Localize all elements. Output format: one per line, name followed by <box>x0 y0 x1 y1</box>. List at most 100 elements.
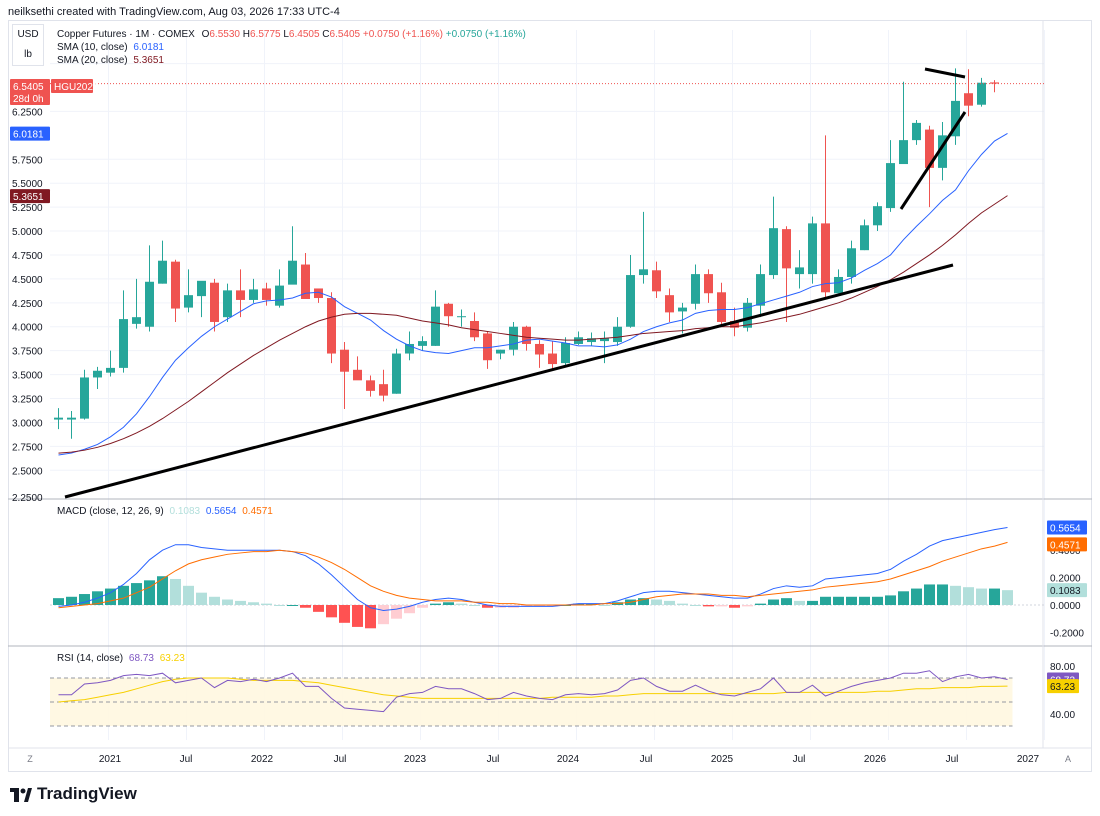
price-tick-label: 3.2500 <box>12 395 43 406</box>
macd-histogram-bar <box>534 605 545 607</box>
price-axis: 2.2500 2.5000 2.7500 3.0000 3.2500 3.5000 3.75… <box>10 79 1087 721</box>
macd-histogram-bar <box>638 598 649 605</box>
candle-body <box>834 276 843 294</box>
ohlc-low-key: L <box>283 29 289 40</box>
macd-histogram-bar <box>872 596 883 605</box>
macd-histogram-bar <box>1002 590 1013 605</box>
candle-body <box>509 326 518 350</box>
candle-body <box>704 274 713 294</box>
symbol-legend-row: Copper Futures · 1M · COMEX O6.5530 H6.5… <box>57 28 526 41</box>
pane-separators <box>8 20 1092 749</box>
macd-histogram-bar <box>222 599 233 605</box>
candle-body <box>223 290 232 318</box>
price-tick-label: 3.0000 <box>12 418 43 429</box>
macd-histogram-bar <box>313 605 324 612</box>
macd-histogram-bar <box>911 588 922 605</box>
candle-body <box>912 122 921 141</box>
macd-histogram-bar <box>105 588 116 605</box>
macd-histogram-bar <box>859 596 870 605</box>
rsi-band <box>50 678 1013 726</box>
time-tick-label: Jul <box>640 754 653 765</box>
chart-frame <box>8 20 1092 772</box>
rsi-pane <box>50 670 1013 727</box>
zoom-icon: Z <box>27 754 33 764</box>
macd-histogram-bar <box>755 603 766 605</box>
macd-histogram-bar <box>807 600 818 605</box>
candle-body <box>431 306 440 346</box>
candle-body <box>743 302 752 328</box>
candle-body <box>249 289 258 300</box>
time-tick-label: 2021 <box>99 754 122 765</box>
sma10-legend-row: SMA (10, close) 6.0181 <box>57 41 526 54</box>
macd-tick-label: 0.2000 <box>1050 574 1081 585</box>
rsi-label: RSI (14, close) <box>57 653 124 664</box>
support-trendline <box>64 263 954 499</box>
macd-pane <box>50 527 1045 629</box>
macd-signal-line <box>58 541 1008 609</box>
macd-histogram-bar <box>677 603 688 605</box>
change-value: +0.0750 (+1.16%) <box>362 29 443 40</box>
ohlc-close-key: C <box>322 29 330 40</box>
macd-histogram-bar <box>781 598 792 605</box>
macd-label: MACD (close, 12, 26, 9) <box>57 506 164 517</box>
macd-histogram-bar <box>664 600 675 605</box>
candle-body <box>184 295 193 308</box>
candle-body <box>665 295 674 313</box>
macd-histogram-bar <box>365 605 376 629</box>
time-tick-label: 2024 <box>557 754 580 765</box>
time-tick-label: 2027 <box>1017 754 1040 765</box>
price-tick-label: 5.5000 <box>12 179 43 190</box>
grid-lines <box>50 30 1045 740</box>
price-tick-label: 5.2500 <box>12 203 43 214</box>
change-value-2: +0.0750 (+1.16%) <box>445 29 526 40</box>
unit-box[interactable]: USD lb <box>12 24 44 66</box>
macd-signal-tag-bg <box>1047 537 1087 552</box>
rsi-ma-line <box>58 677 1008 703</box>
macd-histogram-bar <box>235 600 246 605</box>
currency-label: USD <box>17 29 39 40</box>
candle-body <box>314 288 323 299</box>
macd-histogram-bar <box>716 605 727 607</box>
candle-body <box>639 269 648 276</box>
macd-histogram-bar <box>794 600 805 605</box>
macd-histogram-bar <box>157 576 168 605</box>
macd-histogram-bar <box>924 584 935 605</box>
candle-body <box>886 163 895 209</box>
candle-body <box>899 140 908 165</box>
candle-body <box>93 370 102 378</box>
ohlc-high: 6.5775 <box>249 29 281 40</box>
rsi-legend: RSI (14, close) 68.73 63.23 <box>57 652 185 665</box>
countdown-tag-bg <box>10 91 50 105</box>
last-price-tag-bg <box>10 79 50 93</box>
candle-body <box>392 353 401 394</box>
price-tick-label: 2.2500 <box>12 493 43 504</box>
macd-histogram-bar <box>898 591 909 605</box>
tradingview-logo[interactable]: TradingView <box>10 784 137 804</box>
candle-body <box>158 260 167 284</box>
time-tick-label: 2023 <box>404 754 427 765</box>
candle-body <box>821 223 830 293</box>
macd-hist-tag-bg <box>1047 583 1087 598</box>
candle-body <box>691 274 700 304</box>
candle-body <box>145 281 154 327</box>
macd-histogram-bar <box>326 605 337 618</box>
macd-histogram-bar <box>599 605 610 606</box>
time-axis: 2021 Jul 2022 Jul 2023 Jul 2024 Jul 2025 Jul 2026 J… <box>27 754 1071 765</box>
candle-body <box>171 261 180 309</box>
candle-body <box>67 417 76 420</box>
macd-histogram-bar <box>768 599 779 605</box>
wedge-upper-trendline <box>924 67 966 79</box>
tradingview-logo-icon <box>10 787 32 802</box>
rsi-line <box>58 670 1008 713</box>
sma20-tag-bg <box>10 189 50 204</box>
macd-line-value: 0.5654 <box>205 506 237 517</box>
macd-histogram-bar <box>378 605 389 625</box>
price-tick-label: 2.5000 <box>12 466 43 477</box>
time-tick-label: 2026 <box>864 754 887 765</box>
ohlc-open: 6.5530 <box>209 29 240 40</box>
candle-body <box>587 338 596 343</box>
price-tick-label: 4.0000 <box>12 323 43 334</box>
macd-histogram-bar <box>209 596 220 605</box>
macd-line-tag-bg <box>1047 520 1087 535</box>
